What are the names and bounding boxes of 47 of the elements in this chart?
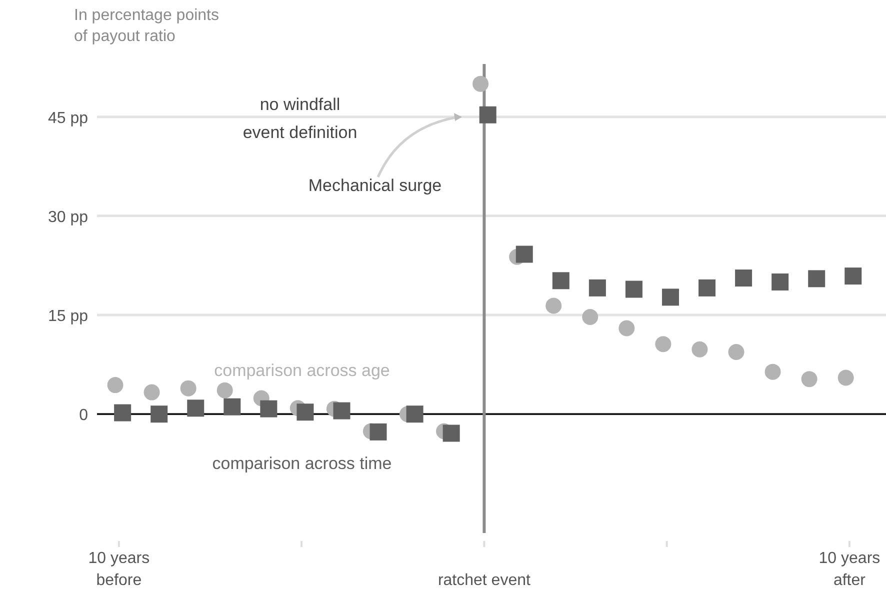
point [187,400,204,417]
point [552,272,570,290]
point [107,377,124,394]
x-tick-label: 10 years before [88,550,150,589]
x-tick-label: 10 years after [818,550,880,589]
point [844,268,862,285]
series-label: comparison across age [214,361,390,380]
y-tick-label: 30 pp [48,208,88,226]
point [698,279,716,296]
point [808,270,826,288]
point [180,380,196,396]
point [692,341,708,358]
point [838,370,854,386]
point [801,371,818,388]
point [442,424,460,442]
point [588,279,606,296]
point [546,298,562,314]
point [333,402,350,420]
point [114,404,132,422]
point [728,344,744,360]
series-label: comparison across time [212,454,392,473]
point [625,280,642,298]
point [618,320,635,336]
point [764,364,781,380]
y-tick-label: 0 [79,407,88,424]
y-axis-title: In percentage points of payout ratio [74,7,219,45]
point [472,76,489,92]
point [406,406,424,423]
point [224,398,241,416]
point [582,308,598,325]
point [144,384,160,400]
point [772,273,789,290]
annotation: no windfall event definition [242,95,358,142]
point [216,382,233,398]
annotation: Mechanical surge [308,176,442,195]
point [479,106,496,124]
point [735,270,752,287]
point [150,406,168,423]
y-tick-label: 45 pp [48,110,88,127]
point [296,404,314,421]
point [260,400,278,418]
point [655,336,672,352]
point [370,423,387,440]
y-tick-label: 15 pp [48,308,88,326]
point [516,246,533,263]
point [662,288,679,306]
x-tick-label: ratchet event [438,572,531,589]
